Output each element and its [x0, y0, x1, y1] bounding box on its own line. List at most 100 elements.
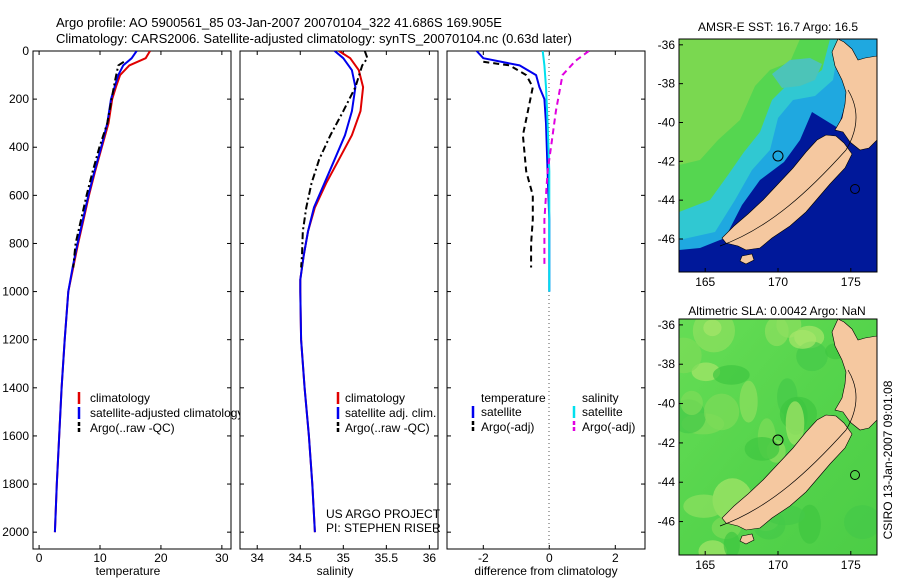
sla-map-panel: Altimetric SLA: 0.0042 Argo: NaN 165 170 1… [658, 304, 878, 572]
x-tick-label: 20 [154, 551, 168, 565]
legend-label-climatology: climatology [90, 391, 150, 405]
sst-bathymetry-contour [719, 89, 857, 247]
sla-map-ticks: 165 170 175 -36 -38 -40 -42 -44 -46 [658, 318, 861, 572]
x-tick-label: 0 [546, 551, 553, 565]
argo-location-marker [772, 150, 784, 162]
sla-anomaly-blob [683, 494, 725, 518]
temperature-legend: climatology satellite-adjusted climatolo… [77, 391, 243, 435]
sst-light-green-field [679, 39, 800, 165]
temperature-axes-frame [32, 50, 232, 550]
salinity-legend: climatology satellite adj. clim. Argo(..… [336, 391, 436, 435]
x-tick-label: 35 [337, 551, 351, 565]
map-y-tick-label: -40 [658, 115, 676, 129]
y-tick-label: 0 [22, 44, 29, 58]
legend-label-argo: Argo(..raw -QC) [345, 421, 430, 435]
difference-legend: temperature salinity satellite Argo(-adj… [471, 391, 635, 434]
map-y-tick-label: -42 [658, 154, 676, 168]
difference-xlabel: difference from climatology [474, 564, 617, 578]
legend-label-argo: Argo(..raw -QC) [90, 421, 175, 435]
y-tick-label: 400 [9, 140, 29, 154]
sst-current-patch [772, 58, 822, 88]
sla-map-field [679, 319, 877, 555]
map-x-tick-label: 170 [768, 275, 788, 289]
map-y-tick-label: -46 [658, 232, 676, 246]
legend-label-satellite: satellite adj. clim. [345, 406, 436, 420]
temperature-panel: 0 10 20 30 0 200 400 600 800 1000 1200 1400 1600 1800… [2, 44, 243, 578]
legend-group-temperature: temperature [481, 391, 546, 405]
map-x-tick-label: 165 [695, 558, 715, 572]
series-line-satellite [299, 51, 357, 533]
x-tick-label: 2 [612, 551, 619, 565]
legend-label-temp-argo: Argo(-adj) [481, 420, 534, 434]
sla-anomaly-blob [796, 341, 828, 372]
map-x-tick-label: 175 [841, 558, 861, 572]
sla-anomaly-blob [789, 329, 817, 349]
sla-anomaly-blob [712, 365, 750, 385]
difference-ticks: -2 0 2 [447, 50, 645, 565]
argo-location-marker [772, 434, 784, 446]
difference-panel: -2 0 2 difference from climatology tempera… [446, 50, 646, 578]
map-y-tick-label: -42 [658, 436, 676, 450]
map-y-tick-label: -38 [658, 77, 676, 91]
x-tick-label: 30 [215, 551, 229, 565]
salinity-axes-frame [239, 50, 439, 550]
legend-label-temp-satellite: satellite [481, 405, 522, 419]
sla-anomaly-blob [679, 337, 702, 374]
x-tick-label: 34.5 [289, 551, 313, 565]
sla-secondary-marker [850, 470, 860, 480]
map-x-tick-label: 165 [695, 275, 715, 289]
sla-anomaly-blob [785, 401, 805, 445]
sla-anomaly-blob [680, 390, 703, 415]
x-tick-label: 0 [36, 551, 43, 565]
map-x-tick-label: 170 [768, 558, 788, 572]
y-tick-label: 200 [9, 92, 29, 106]
sla-bathymetry-contour [719, 369, 857, 527]
map-x-tick-label: 175 [841, 275, 861, 289]
south-island-land [721, 414, 853, 531]
y-tick-label: 1600 [2, 429, 29, 443]
sla-anomaly-blob [844, 505, 877, 540]
series-line-salinity-argo [543, 51, 590, 268]
x-tick-label: 35.5 [375, 551, 399, 565]
sla-anomaly-blob [764, 319, 789, 347]
x-tick-label: 10 [93, 551, 107, 565]
sla-anomaly-blob [744, 437, 780, 461]
map-y-tick-label: -44 [658, 193, 676, 207]
sst-map-title: AMSR-E SST: 16.7 Argo: 16.5 [698, 20, 858, 34]
map-y-tick-label: -36 [658, 38, 676, 52]
stewart-island-land [739, 253, 755, 265]
legend-label-sal-argo: Argo(-adj) [582, 420, 635, 434]
temperature-lines [53, 51, 151, 533]
sst-map-field [679, 39, 877, 272]
sst-map-ticks: 165 170 175 -36 -38 -40 -42 -44 -46 [658, 38, 861, 289]
sst-secondary-marker [850, 184, 860, 194]
y-tick-label: 1800 [2, 477, 29, 491]
sst-map-panel: AMSR-E SST: 16.7 Argo: 16.5 165 170 175 -36… [658, 20, 878, 289]
y-tick-label: 800 [9, 236, 29, 250]
difference-lines [475, 51, 590, 292]
map-y-tick-label: -40 [658, 397, 676, 411]
y-tick-label: 600 [9, 188, 29, 202]
x-tick-label: -2 [478, 551, 489, 565]
series-line-satellite [53, 51, 138, 533]
sla-anomaly-blob [691, 362, 721, 382]
series-line-argo [72, 60, 125, 268]
temperature-xlabel: temperature [96, 564, 161, 578]
sla-anomaly-blob [704, 393, 740, 431]
salinity-xlabel: salinity [317, 564, 354, 578]
x-tick-label: 36 [423, 551, 437, 565]
sla-anomaly-blob [723, 531, 740, 555]
stewart-island-land [739, 533, 755, 545]
map-y-tick-label: -36 [658, 318, 676, 332]
salinity-lines [299, 51, 369, 533]
map-y-tick-label: -38 [658, 357, 676, 371]
legend-group-salinity: salinity [582, 391, 619, 405]
series-line-argo [300, 51, 369, 268]
y-tick-label: 1200 [2, 333, 29, 347]
temperature-ticks: 0 10 20 30 0 200 400 600 800 1000 1200 1400 1600 1800… [2, 44, 231, 565]
legend-label-climatology: climatology [345, 391, 405, 405]
series-line-salinity-satellite [541, 51, 551, 292]
y-tick-label: 1400 [2, 381, 29, 395]
sla-map-title: Altimetric SLA: 0.0042 Argo: NaN [688, 304, 865, 318]
